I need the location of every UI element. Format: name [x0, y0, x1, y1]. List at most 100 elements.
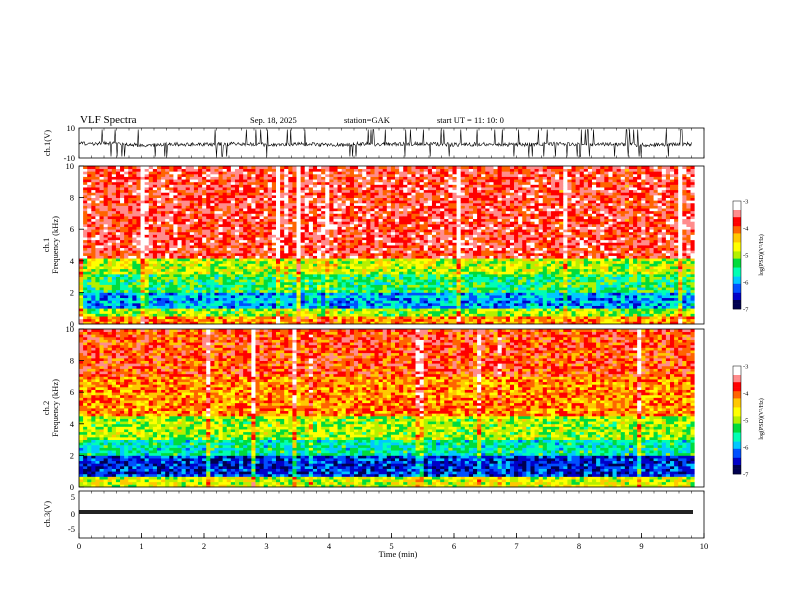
ch1-spectrogram-cell — [234, 194, 240, 198]
ch1-spectrogram-cell — [103, 258, 109, 262]
ch1-spectrogram-cell — [202, 305, 207, 309]
ch1-spectrogram-cell — [399, 318, 404, 322]
ch1-spectrogram-cell — [202, 168, 207, 172]
ch1-spectrogram-cell — [345, 263, 351, 267]
ch1-spectrogram-cell — [103, 268, 109, 272]
ch1-spectrogram-cell — [374, 260, 379, 264]
ch1-spectrogram-cell — [87, 252, 92, 256]
ch1-spectrogram-cell — [144, 181, 150, 185]
ch1-spectrogram-cell — [280, 289, 285, 293]
ch1-spectrogram-cell — [177, 260, 182, 264]
ch1-spectrogram-cell — [169, 245, 174, 249]
ch1-spectrogram-cell — [386, 310, 392, 314]
ch1-spectrogram-cell — [107, 234, 113, 238]
ch1-spectrogram-cell — [415, 202, 421, 206]
ch1-spectrogram-cell — [198, 281, 203, 285]
ch1-spectrogram-cell — [321, 239, 326, 243]
ch1-spectrogram-cell — [255, 168, 260, 172]
ch1-spectrogram-cell — [403, 310, 408, 314]
ch1-spectrogram-cell — [411, 237, 416, 241]
ch1-spectrogram-cell — [374, 271, 379, 275]
ch1-spectrogram-cell — [288, 216, 293, 220]
ch1-spectrogram-cell — [91, 166, 96, 170]
ch1-spectrogram-cell — [243, 176, 248, 180]
ch1-spectrogram-cell — [169, 295, 174, 299]
ch1-spectrogram-cell — [411, 300, 416, 304]
ch1-spectrogram-cell — [284, 176, 289, 180]
ch1-spectrogram-cell — [148, 279, 154, 283]
ch1-spectrogram-cell — [202, 321, 207, 325]
ch1-spectrogram-cell — [239, 273, 244, 277]
ch1-spectrogram-cell — [148, 308, 154, 312]
ch1-spectrogram-cell — [202, 292, 207, 296]
ch1-spectrogram-cell — [403, 202, 408, 206]
ch1-spectrogram-cell — [288, 237, 293, 241]
ch1-spectrogram-cell — [341, 194, 347, 198]
ch1-spectrogram-cell — [234, 223, 240, 227]
ch1-spectrogram-cell — [345, 289, 351, 293]
ch1-spectrogram-cell — [345, 321, 351, 325]
ch1-spectrogram-cell — [288, 279, 293, 283]
ch1-spectrogram-cell — [79, 226, 84, 230]
ch1-spectrogram-cell — [284, 239, 289, 243]
ch1-spectrogram-cell — [353, 171, 359, 175]
ch1-spectrogram-cell — [173, 229, 178, 233]
ch1-spectrogram-cell — [83, 305, 88, 309]
ch1-waveform-trace — [78, 129, 692, 157]
ch1-spectrogram-cell — [226, 231, 232, 235]
ch1-spectrogram-cell — [312, 266, 318, 270]
ch1-spectrogram-cell — [267, 226, 273, 230]
ch1-spectrogram-cell — [198, 305, 203, 309]
ch1-spectrogram-cell — [390, 200, 396, 204]
ch1-spectrogram-cell — [193, 231, 199, 235]
ch1-spectrogram-cell — [115, 179, 121, 183]
ch1-spectrogram-cell — [395, 192, 400, 196]
ch1-spectrogram-cell — [185, 271, 191, 275]
ch1-spectrogram-cell — [333, 247, 338, 251]
ch1-spectrogram-cell — [87, 287, 92, 291]
ch1-spectrogram-cell — [140, 250, 146, 254]
ch1-spectrogram-cell — [304, 229, 310, 233]
ch1-spectrogram-cell — [103, 284, 109, 288]
ch1-spectrogram-cell — [292, 226, 297, 230]
ch1-spectrogram-cell — [263, 168, 269, 172]
ch1-spectrogram-cell — [83, 194, 88, 198]
ch1-spectrogram-cell — [95, 213, 100, 217]
ch1-spectrogram-cell — [169, 271, 174, 275]
ch1-spectrogram-cell — [79, 260, 84, 264]
ch1-spectrogram-cell — [390, 268, 396, 272]
ch1-spectrogram-cell — [156, 202, 162, 206]
ch1-spectrogram-cell — [210, 200, 215, 204]
ch1-spectrogram-cell — [210, 250, 215, 254]
ch1-spectrogram-cell — [267, 305, 273, 309]
ch1-spectrogram-cell — [284, 168, 289, 172]
ch1-spectrogram-cell — [366, 313, 371, 317]
ch1-spectrogram-cell — [280, 192, 285, 196]
ch1-spectrogram-cell — [321, 258, 326, 262]
ch1-spectrogram-cell — [325, 263, 330, 267]
ch1-spectrogram-cell — [382, 210, 388, 214]
ch1-spectrogram-cell — [165, 281, 170, 285]
ch1-spectrogram-cell — [198, 284, 203, 288]
ch1-spectrogram-cell — [271, 226, 277, 230]
ch1-spectrogram-cell — [411, 245, 416, 249]
ch1-spectrogram-cell — [91, 318, 96, 322]
ch1-spectrogram-cell — [251, 271, 256, 275]
ch1-spectrogram-cell — [366, 266, 371, 270]
ch1-spectrogram-cell — [185, 279, 191, 283]
ch1-spectrogram-cell — [280, 189, 285, 193]
ch1-spectrogram-cell — [296, 223, 302, 227]
ch1-spectrogram-cell — [234, 189, 240, 193]
ch1-spectrogram-cell — [415, 313, 421, 317]
ch1-spectrogram-cell — [202, 184, 207, 188]
ch1-spectrogram-cell — [333, 266, 338, 270]
ch1-spectrogram-cell — [120, 216, 125, 220]
ch1-spectrogram-cell — [395, 281, 400, 285]
ch1-spectrogram-cell — [366, 218, 371, 222]
ch1-spectrogram-cell — [173, 250, 178, 254]
ch1-spectrogram-cell — [230, 273, 236, 277]
ch1-spectrogram-cell — [148, 229, 154, 233]
ch1-spectrogram-cell — [403, 276, 408, 280]
ch1-spectrogram-cell — [210, 300, 215, 304]
ch1-spectrogram-cell — [353, 242, 359, 246]
